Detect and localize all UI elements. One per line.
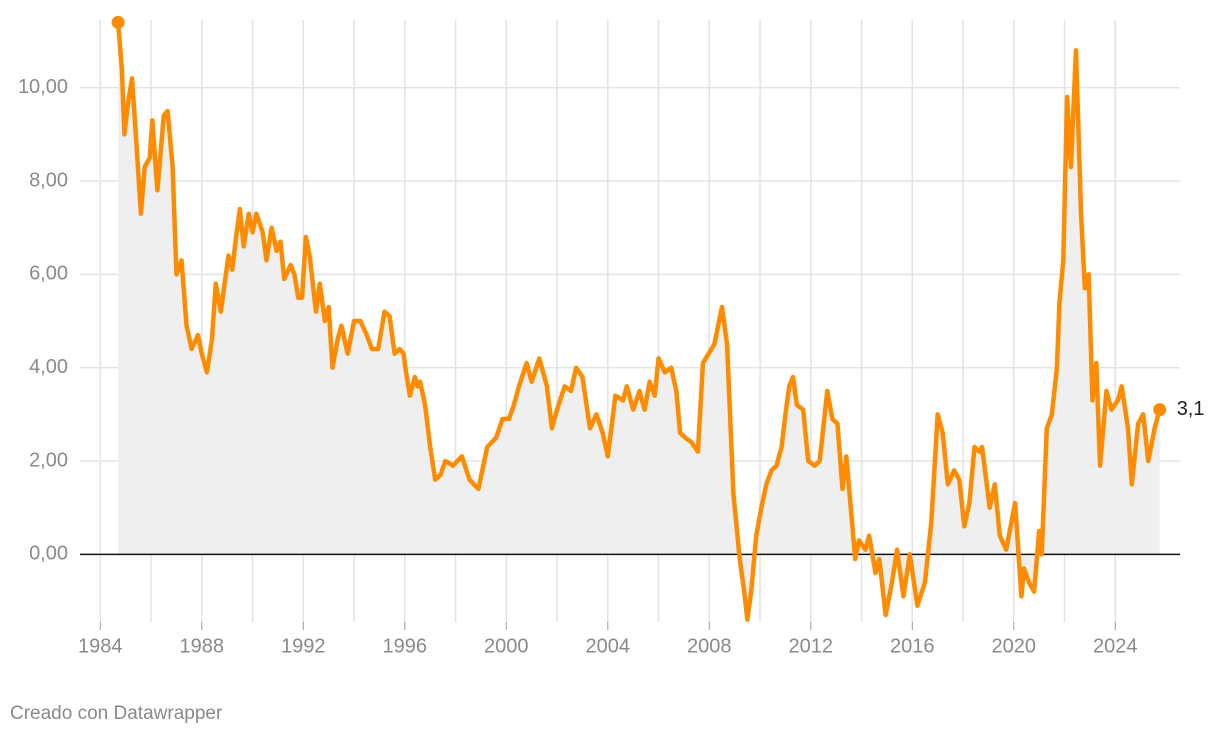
x-tick-label: 2000: [484, 635, 529, 657]
source-note: Creado con Datawrapper: [10, 703, 223, 724]
x-tick-label: 2024: [1093, 635, 1138, 657]
x-tick-label: 2004: [586, 635, 631, 657]
end-point: [111, 15, 125, 29]
x-tick-label: 1988: [180, 635, 225, 657]
end-label: 3,1: [1177, 398, 1205, 420]
y-tick-label: 6,00: [29, 263, 68, 285]
x-tick-label: 1996: [383, 635, 428, 657]
x-tick-label: 2016: [890, 635, 935, 657]
x-tick-label: 2012: [789, 635, 834, 657]
end-point: [1153, 403, 1167, 417]
y-tick-label: 2,00: [29, 449, 68, 471]
y-tick-label: 4,00: [29, 356, 68, 378]
x-tick-label: 1984: [78, 635, 123, 657]
y-tick-label: 10,00: [18, 76, 68, 98]
line: [115, 22, 1162, 622]
x-tick-label: 2020: [992, 635, 1037, 657]
x-tick-label: 1992: [281, 635, 326, 657]
x-tick-label: 2008: [687, 635, 732, 657]
y-tick-label: 8,00: [29, 169, 68, 191]
area: [118, 22, 1160, 620]
y-tick-label: 0,00: [29, 543, 68, 565]
